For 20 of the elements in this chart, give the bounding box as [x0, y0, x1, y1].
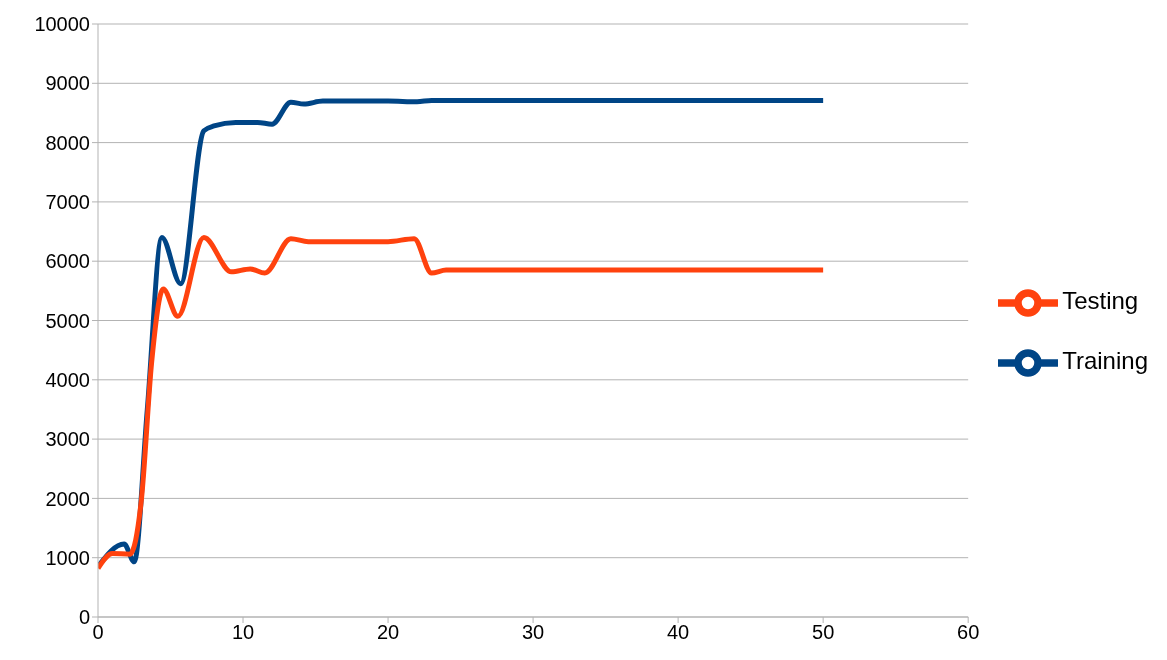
x-tick-label: 10 — [231, 621, 255, 644]
y-tick-label: 6000 — [45, 250, 90, 273]
y-tick-label: 9000 — [45, 72, 90, 95]
x-tick-label: 20 — [376, 621, 400, 644]
y-tick-label: 8000 — [45, 131, 90, 154]
y-tick-label: 4000 — [45, 368, 90, 391]
x-tick-label: 40 — [666, 621, 690, 644]
x-tick-label: 50 — [812, 621, 835, 644]
y-tick-label: 2000 — [45, 487, 90, 510]
y-tick-label: 3000 — [45, 428, 90, 451]
y-tick-label: 10000 — [34, 13, 90, 36]
x-tick-label: 30 — [521, 621, 545, 644]
y-tick-label: 0 — [78, 606, 90, 629]
y-tick-label: 5000 — [45, 309, 90, 332]
x-tick-label: 0 — [92, 621, 104, 644]
y-tick-label: 1000 — [45, 546, 90, 569]
legend-label: Training — [1062, 347, 1148, 375]
y-tick-label: 7000 — [45, 191, 90, 213]
x-tick-label: 60 — [957, 621, 980, 644]
legend-label: Testing — [1062, 287, 1139, 315]
